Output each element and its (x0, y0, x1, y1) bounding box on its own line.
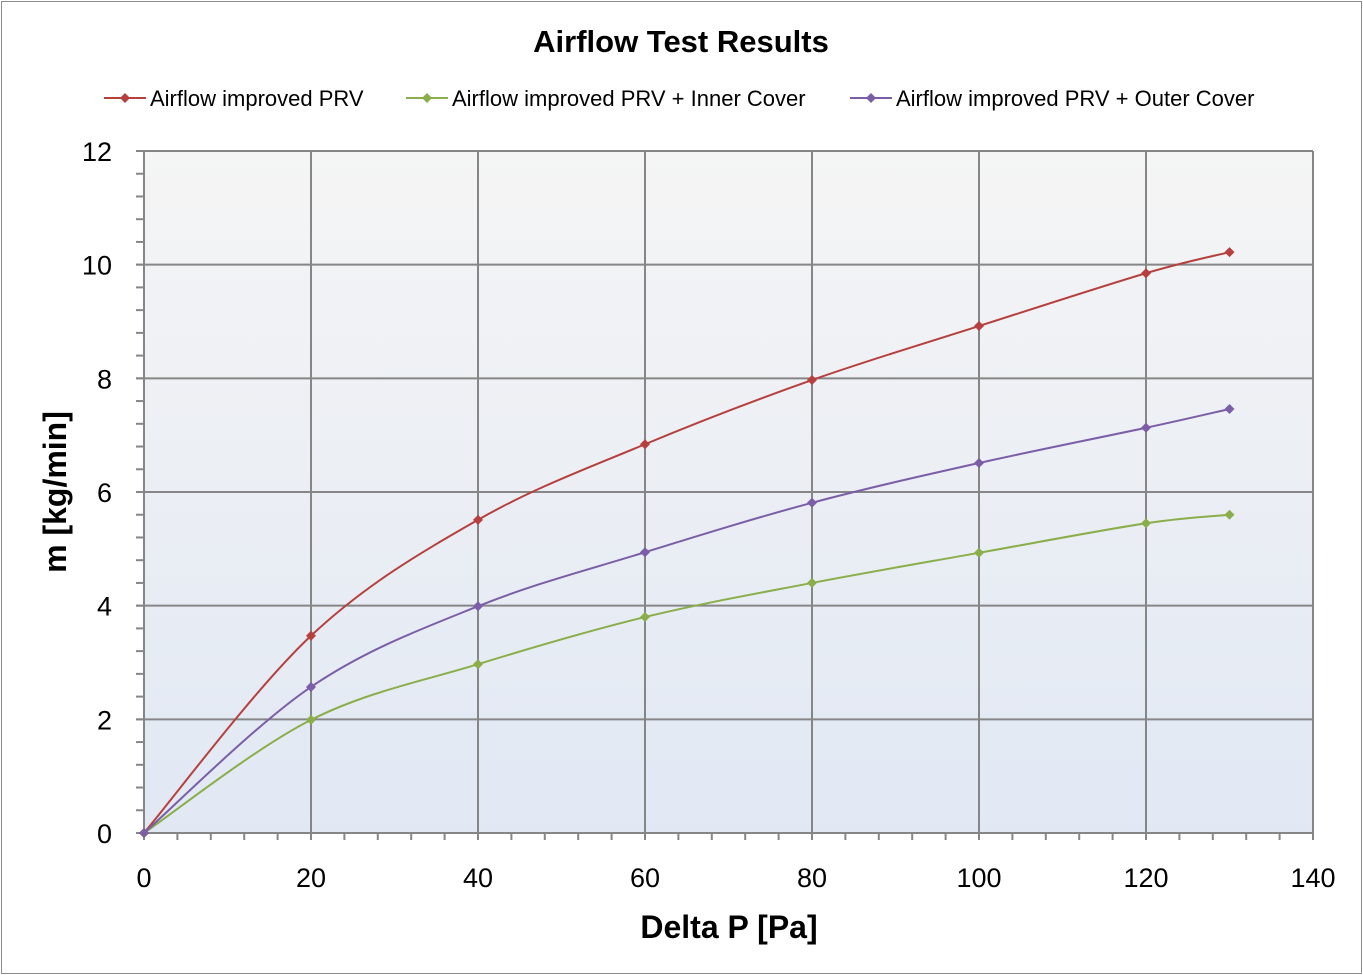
legend-label: Airflow improved PRV + Inner Cover (452, 86, 806, 111)
data-point (974, 458, 984, 469)
data-point (1141, 422, 1151, 433)
x-tick-label: 80 (797, 863, 827, 893)
legend-label: Airflow improved PRV (150, 86, 364, 111)
x-tick-label: 100 (956, 863, 1001, 893)
y-tick-label: 4 (97, 592, 112, 622)
data-point (473, 514, 483, 525)
legend-item: Airflow improved PRV (104, 86, 364, 111)
data-point (1224, 404, 1235, 415)
y-tick-label: 12 (82, 137, 112, 167)
y-tick-label: 8 (97, 364, 112, 394)
data-point (1224, 247, 1235, 258)
data-point (640, 439, 650, 450)
y-tick-label: 6 (97, 478, 112, 508)
data-point (1141, 268, 1151, 279)
legend-marker (422, 93, 432, 103)
legend-item: Airflow improved PRV + Inner Cover (406, 86, 806, 111)
y-axis-label: m [kg/min] (37, 411, 73, 573)
x-tick-label: 0 (136, 863, 151, 893)
legend-marker (120, 93, 130, 103)
data-point (306, 630, 316, 641)
x-tick-label: 20 (296, 863, 326, 893)
data-point (974, 547, 984, 558)
chart-title: Airflow Test Results (533, 24, 829, 59)
data-point (807, 497, 817, 508)
series-2 (139, 509, 1235, 838)
data-point (974, 321, 984, 332)
data-point (640, 547, 650, 558)
x-tick-label: 40 (463, 863, 493, 893)
data-point (306, 681, 316, 692)
data-point (807, 375, 817, 386)
series-3 (139, 404, 1235, 838)
data-point (306, 714, 316, 725)
x-tick-label: 120 (1123, 863, 1168, 893)
legend-item: Airflow improved PRV + Outer Cover (850, 86, 1254, 111)
data-point (473, 601, 483, 612)
x-tick-label: 140 (1290, 863, 1335, 893)
data-point (473, 659, 483, 670)
data-point (807, 577, 817, 588)
y-tick-label: 2 (97, 705, 112, 735)
data-point (1141, 518, 1151, 529)
legend-marker (866, 93, 876, 103)
y-tick-label: 0 (97, 819, 112, 849)
data-point (139, 828, 149, 838)
x-axis-label: Delta P [Pa] (640, 909, 817, 945)
data-point (1224, 509, 1235, 520)
legend-label: Airflow improved PRV + Outer Cover (896, 86, 1254, 111)
x-tick-label: 60 (630, 863, 660, 893)
y-tick-label: 10 (82, 251, 112, 281)
data-point (640, 612, 650, 623)
series-1 (139, 247, 1235, 838)
